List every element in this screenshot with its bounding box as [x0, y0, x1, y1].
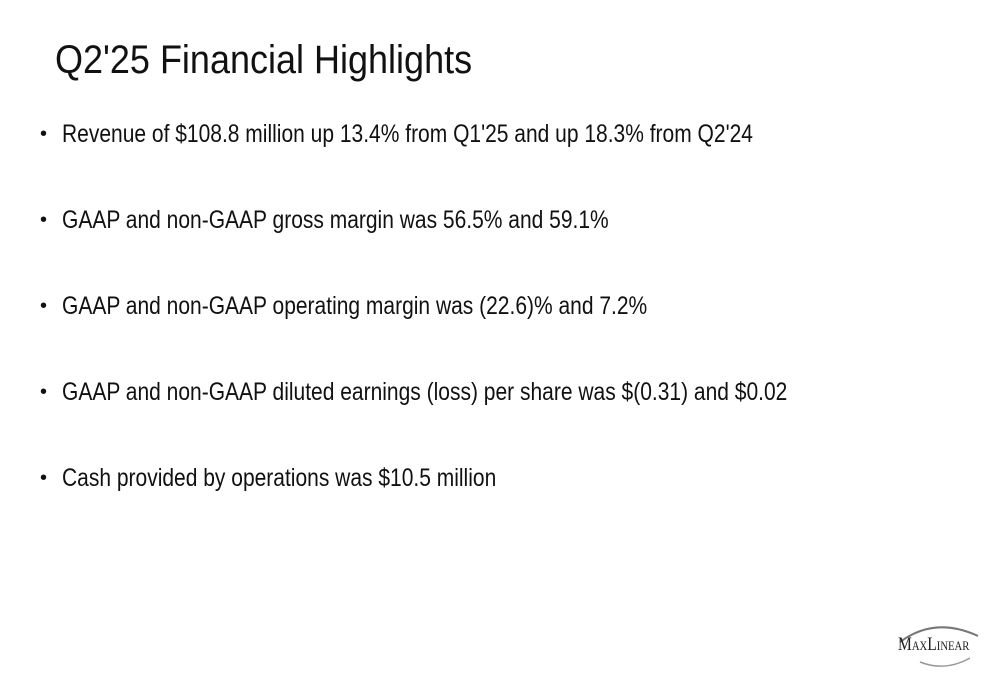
- logo-arc: [919, 657, 971, 667]
- bullet-text: Revenue of $108.8 million up 13.4% from …: [62, 120, 753, 148]
- logo-text: MaxLinear: [898, 634, 970, 655]
- slide-title: Q2'25 Financial Highlights: [55, 38, 473, 82]
- bullet-text: Cash provided by operations was $10.5 mi…: [62, 464, 497, 492]
- bullet-dot: •: [40, 295, 48, 317]
- bullet-item: • Cash provided by operations was $10.5 m…: [40, 464, 579, 493]
- bullet-item: • Revenue of $108.8 million up 13.4% from…: [40, 120, 885, 149]
- bullet-item: • GAAP and non-GAAP diluted earnings (los…: [40, 378, 925, 407]
- bullet-dot: •: [40, 209, 48, 231]
- bullet-text: GAAP and non-GAAP operating margin was (…: [62, 292, 648, 320]
- bullet-text: GAAP and non-GAAP gross margin was 56.5%…: [62, 206, 609, 234]
- bullet-text: GAAP and non-GAAP diluted earnings (loss…: [62, 378, 788, 406]
- bullet-dot: •: [40, 123, 48, 145]
- bullet-item: • GAAP and non-GAAP operating margin was …: [40, 292, 759, 321]
- bullet-item: • GAAP and non-GAAP gross margin was 56.5…: [40, 206, 713, 235]
- bullet-dot: •: [40, 381, 48, 403]
- logo-arc: [899, 626, 979, 643]
- bullet-dot: •: [40, 467, 48, 489]
- logo-swoosh: [899, 626, 979, 667]
